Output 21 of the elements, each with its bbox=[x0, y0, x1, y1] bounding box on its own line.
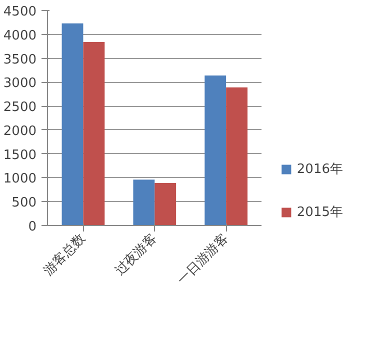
y-tick-label: 4500 bbox=[3, 4, 37, 20]
bar bbox=[62, 23, 84, 226]
x-tick-label: 游客总数 bbox=[40, 230, 89, 279]
y-tick-label: 3500 bbox=[3, 52, 37, 68]
legend-label: 2015年 bbox=[296, 204, 343, 221]
x-tick-label: 一日游游客 bbox=[174, 230, 232, 288]
y-tick-label: 1500 bbox=[3, 148, 37, 163]
y-tick-label: 0 bbox=[28, 220, 37, 234]
x-tick-label: 过夜游客 bbox=[112, 230, 160, 279]
bar bbox=[154, 182, 176, 226]
bar bbox=[133, 180, 155, 226]
y-tick-label: 1000 bbox=[3, 172, 37, 187]
y-tick-label: 500 bbox=[12, 196, 37, 211]
bar bbox=[83, 42, 105, 226]
y-tick-label: 4000 bbox=[3, 28, 37, 44]
bar bbox=[226, 87, 248, 226]
y-tick-label: 2000 bbox=[3, 124, 37, 139]
y-tick-label: 3000 bbox=[3, 76, 37, 92]
bar bbox=[204, 75, 226, 226]
legend-label: 2016年 bbox=[296, 161, 343, 178]
y-tick-label: 2500 bbox=[3, 100, 37, 116]
